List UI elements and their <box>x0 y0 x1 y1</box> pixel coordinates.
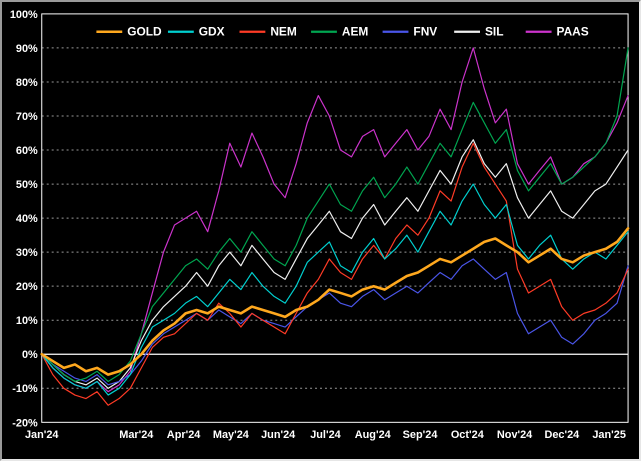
legend-label-paas: PAAS <box>557 25 589 39</box>
x-axis-label: Oct'24 <box>451 429 484 441</box>
series-line-gold <box>40 227 630 376</box>
y-axis-label: 70% <box>16 111 38 123</box>
legend-label-fnv: FNV <box>413 25 437 39</box>
x-axis-label: Nov'24 <box>497 429 532 441</box>
y-axis-label: 40% <box>16 213 38 225</box>
series-line-sil <box>41 139 629 389</box>
legend-label-gold: GOLD <box>127 25 162 39</box>
x-axis-label: Jun'24 <box>261 429 295 441</box>
series-line-nem <box>41 142 629 406</box>
x-axis-label: Jan'24 <box>25 429 59 441</box>
plot-border <box>41 13 629 423</box>
x-axis-label: Sep'24 <box>403 429 438 441</box>
x-axis-label: May'24 <box>213 429 249 441</box>
y-axis-label: 90% <box>16 43 38 55</box>
y-axis-label: 80% <box>16 77 38 89</box>
legend-label-sil: SIL <box>485 25 504 39</box>
y-axis-label: 20% <box>16 281 38 293</box>
y-axis-label: 50% <box>16 179 38 191</box>
x-axis-label: Mar'24 <box>119 429 153 441</box>
x-axis-label: Jan'25 <box>592 429 626 441</box>
x-axis-label: Dec'24 <box>544 429 579 441</box>
x-axis-label: Aug'24 <box>355 429 391 441</box>
legend-label-nem: NEM <box>270 25 297 39</box>
y-axis-label: -20% <box>12 417 38 429</box>
legend-label-gdx: GDX <box>199 25 225 39</box>
series-line-paas <box>41 47 629 393</box>
y-axis-label: 10% <box>16 315 38 327</box>
y-axis-label: 100% <box>10 9 38 21</box>
x-axis-label: Jul'24 <box>310 429 341 441</box>
y-axis-label: -10% <box>12 383 38 395</box>
series-line-gdx <box>41 183 629 396</box>
series-line-fnv <box>41 258 629 386</box>
legend-label-aem: AEM <box>342 25 369 39</box>
y-axis-label: 30% <box>16 247 38 259</box>
y-axis-label: 60% <box>16 145 38 157</box>
x-axis-label: Apr'24 <box>167 429 201 441</box>
series-line-aem <box>41 47 629 383</box>
y-axis-label: 0% <box>22 349 38 361</box>
